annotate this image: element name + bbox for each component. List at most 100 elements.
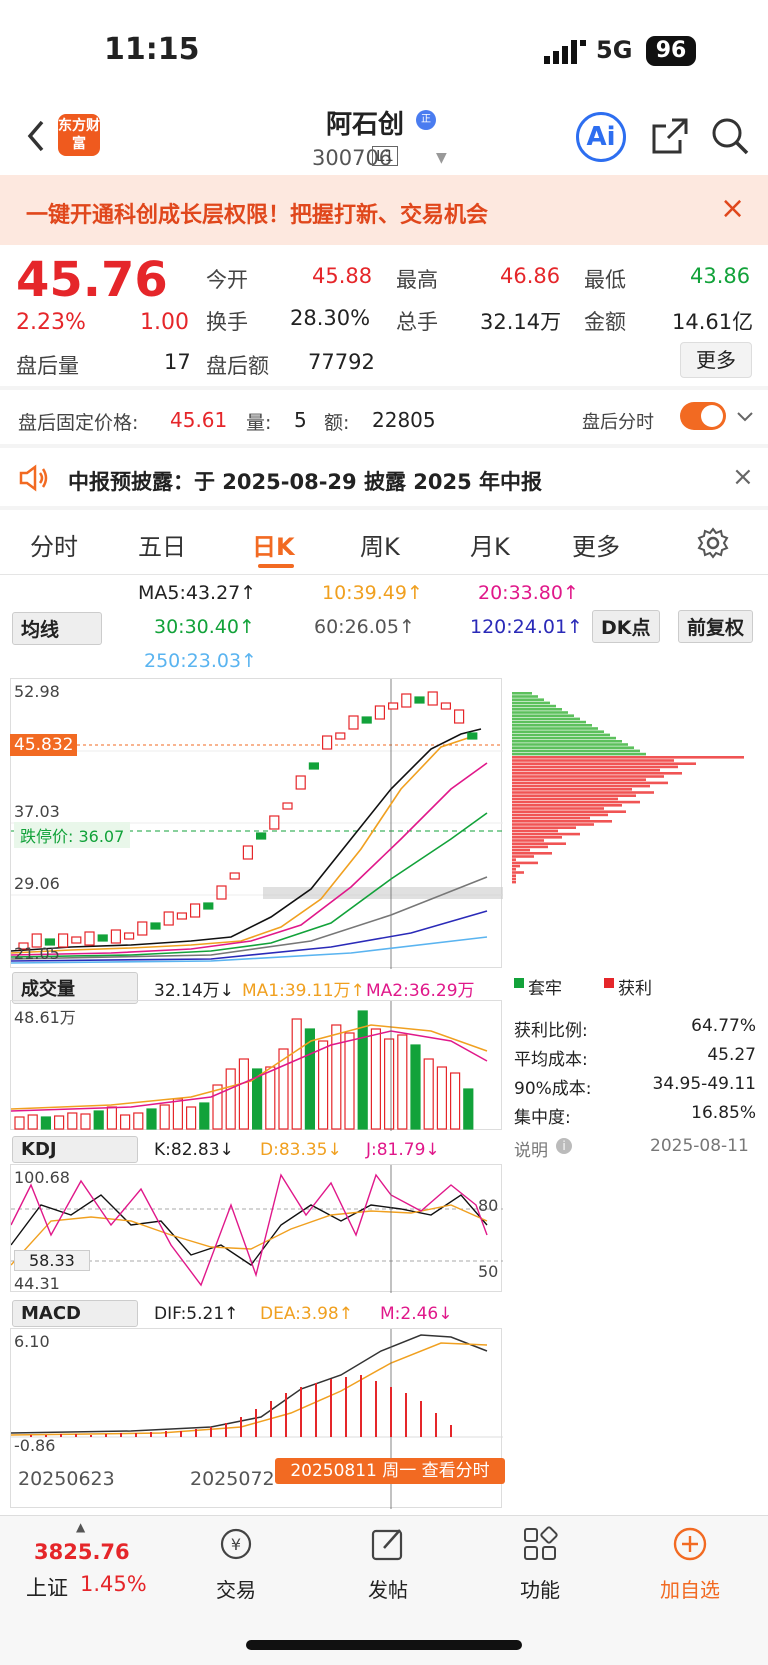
volume-bar <box>146 1108 157 1130</box>
info-icon[interactable]: i <box>556 1138 572 1154</box>
tab-five-day[interactable]: 五日 <box>138 533 186 561</box>
change-percent: 2.23% <box>16 310 86 335</box>
nav-post[interactable]: 发帖 <box>368 1578 408 1602</box>
volume-bar <box>27 1114 38 1130</box>
tab-daily-k[interactable]: 日K <box>252 533 295 561</box>
dk-point-button[interactable]: DK点 <box>592 610 660 643</box>
kdj-chart[interactable] <box>10 1164 503 1293</box>
grid-icon[interactable] <box>522 1526 558 1562</box>
candle <box>150 922 161 930</box>
nav-add-watchlist[interactable]: 加自选 <box>660 1578 720 1602</box>
limit-down-label: 跌停价: 36.07 <box>14 822 131 848</box>
volume-bar <box>225 1068 236 1130</box>
kdj-selector[interactable]: KDJ <box>12 1136 138 1163</box>
chip-bar <box>512 871 524 874</box>
close-icon[interactable]: × <box>720 191 746 226</box>
network-label: 5G <box>596 36 633 64</box>
ai-button[interactable]: Ai <box>576 112 626 162</box>
chip-bar <box>512 714 574 717</box>
legend-trapped: 套牢 <box>528 979 562 999</box>
adjust-button[interactable]: 前复权 <box>678 610 754 643</box>
volume-bar <box>370 1028 381 1130</box>
chevron-down-icon[interactable]: ▼ <box>436 150 447 166</box>
tab-more[interactable]: 更多 <box>572 533 620 561</box>
chip-bar <box>512 804 622 807</box>
close-icon[interactable]: × <box>732 462 754 492</box>
chip-bar <box>512 695 538 698</box>
stock-code[interactable]: 300706 <box>312 146 393 170</box>
candle <box>44 938 56 946</box>
tab-monthly-k[interactable]: 月K <box>470 533 510 561</box>
candle <box>163 911 174 926</box>
volume-bar <box>14 1116 25 1130</box>
volume-bar <box>463 1088 474 1130</box>
chip-bar <box>512 832 580 836</box>
view-intraday-button[interactable]: 20250811 周一 查看分时 <box>275 1458 505 1484</box>
back-icon[interactable] <box>22 116 52 156</box>
after-hours-toggle[interactable] <box>680 402 726 430</box>
volume-bar <box>357 1010 368 1130</box>
share-icon[interactable] <box>650 116 690 156</box>
candle <box>190 903 201 918</box>
chip-bar <box>512 704 556 708</box>
chip-bar <box>512 768 660 772</box>
volume-chart[interactable] <box>10 1000 502 1131</box>
tab-weekly-k[interactable]: 周K <box>360 533 400 561</box>
candle <box>57 933 69 948</box>
volume-y-max: 48.61万 <box>14 1008 76 1027</box>
chip-bar <box>512 730 604 733</box>
chevron-down-icon[interactable] <box>736 410 754 424</box>
chip-bar <box>512 736 616 740</box>
nav-functions[interactable]: 功能 <box>520 1578 560 1602</box>
chip-bar <box>512 807 604 810</box>
tab-intraday[interactable]: 分时 <box>30 533 78 561</box>
candle <box>18 942 29 950</box>
ma-selector[interactable]: 均线 <box>12 612 102 645</box>
chip-stat-label: 平均成本: <box>514 1050 588 1070</box>
after-qty-label: 量: <box>246 412 272 434</box>
candle <box>388 702 399 710</box>
plus-circle-icon[interactable] <box>672 1526 708 1562</box>
notice-text[interactable]: 中报预披露：于 2025-08-29 披露 2025 年中报 <box>68 470 543 494</box>
post-icon[interactable] <box>370 1526 406 1562</box>
kline-y-min: 21.05 <box>14 944 60 963</box>
index-value[interactable]: 3825.76 <box>34 1540 130 1564</box>
index-pct[interactable]: 1.45% <box>80 1572 147 1596</box>
volume-bar <box>410 1044 421 1130</box>
index-name[interactable]: 上证 <box>26 1576 68 1600</box>
gear-icon[interactable] <box>696 526 730 560</box>
chip-bar <box>512 797 618 801</box>
legend-profit: 获利 <box>618 979 652 999</box>
volume-bar <box>304 1028 315 1130</box>
ma60-value: 60:26.05↑ <box>314 616 415 638</box>
candle <box>467 732 478 740</box>
chip-bar <box>512 775 664 778</box>
macd-chart[interactable] <box>10 1328 503 1509</box>
kdj-ref-80: 80 <box>478 1196 499 1215</box>
chip-bar <box>512 836 562 839</box>
volume-bar <box>40 1116 51 1130</box>
level-badge[interactable]: L1 <box>372 146 398 166</box>
chip-note[interactable]: 说明 <box>514 1141 548 1161</box>
chip-bar <box>512 839 544 842</box>
kdj-d: D:83.35↓ <box>260 1140 342 1160</box>
candle <box>427 691 438 706</box>
trade-icon[interactable]: ¥ <box>216 1526 256 1562</box>
chip-bar <box>512 820 612 823</box>
volume-selector[interactable]: 成交量 <box>12 972 138 1004</box>
volume-bar <box>238 1058 249 1130</box>
more-button[interactable]: 更多 <box>680 342 752 378</box>
nav-trade[interactable]: 交易 <box>216 1578 256 1602</box>
chip-bar <box>512 868 516 871</box>
chip-bar <box>512 762 696 765</box>
macd-selector[interactable]: MACD <box>12 1300 138 1327</box>
macd-dea: DEA:3.98↑ <box>260 1304 353 1324</box>
chip-bar <box>512 848 530 852</box>
kline-y-mid: 37.03 <box>14 802 60 821</box>
volume-bar <box>186 1106 197 1130</box>
promo-banner[interactable]: 一键开通科创成长层权限！把握打新、交易机会 × <box>0 175 768 245</box>
volume-bar <box>397 1034 408 1130</box>
high-label: 最高 <box>396 268 438 292</box>
chip-bar <box>512 749 640 753</box>
search-icon[interactable] <box>710 116 750 156</box>
